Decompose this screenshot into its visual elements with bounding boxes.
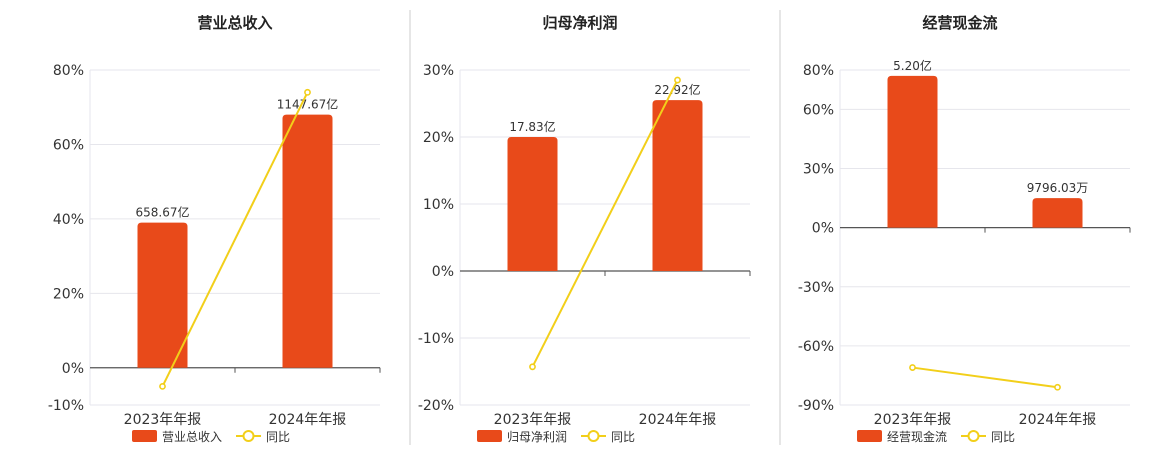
chart1-y-tick-label: 40% [53,212,84,228]
chart3-title: 经营现金流 [922,14,997,32]
chart2-yoy-point-1 [529,363,536,371]
chart2-legend-line-label: 同比 [611,430,635,444]
chart3-legend-line-label: 同比 [991,430,1015,444]
chart2-yoy-line [531,79,679,368]
chart2-bar-1 [507,137,558,271]
chart3-bar-label-2: 9796.03万 [1027,181,1089,195]
chart3-yoy-point-1 [909,364,916,371]
chart1-title: 营业总收入 [197,14,272,32]
chart3-legend-bar-label: 经营现金流 [887,429,947,444]
chart2-y-tick-label: -20% [418,398,454,414]
chart1-y-tick-label: 0% [62,361,84,377]
chart1-bar-1 [137,222,188,368]
chart3-y-tick-label: 80% [803,63,834,79]
chart2-legend-bar-swatch [477,430,502,442]
chart2-category-label-1: 2023年年报 [494,412,572,428]
chart2-title: 归母净利润 [542,14,617,32]
chart2-bar-label-1: 17.83亿 [509,119,555,134]
chart1-bar-label-1: 658.67亿 [136,205,190,220]
chart1-legend-bar-swatch [132,430,157,442]
chart3-y-tick-label: -30% [798,280,834,296]
chart3-bar-1 [887,75,938,228]
chart3-yoy-point-2 [1054,383,1061,391]
chart2-yoy-point-2 [674,76,681,84]
chart1-bar-2 [282,114,333,368]
chart1-legend-line-label: 同比 [266,430,290,444]
chart2-y-tick-label: 0% [432,264,454,280]
chart2-y-tick-label: 10% [423,197,454,213]
chart3-y-tick-label: 0% [812,221,834,237]
chart1-legend-bar-label: 营业总收入 [162,430,222,444]
chart1-legend-line-marker [242,430,255,442]
chart2-bar-2 [652,100,703,272]
chart1-yoy-line [161,91,309,387]
chart3-bar-label-1: 5.20亿 [893,58,932,73]
chart2-y-tick-label: 20% [423,130,454,146]
chart3-legend-bar-swatch [857,430,882,442]
chart3-y-tick-label: 60% [803,102,834,118]
chart3-y-tick-label: -90% [798,398,834,414]
chart3-y-tick-label: 30% [803,162,834,178]
chart2-y-tick-label: -10% [418,331,454,347]
chart2-category-label-2: 2024年年报 [639,412,717,428]
chart2-legend-bar-label: 归母净利润 [507,430,567,444]
chart1-y-tick-label: 20% [53,286,84,302]
chart3-category-label-1: 2023年年报 [874,412,952,428]
chart1-bar-label-2: 1147.67亿 [277,97,339,112]
chart1-y-tick-label: -10% [48,398,84,414]
chart3-bar-2 [1032,198,1083,228]
chart2-bar-label-2: 22.92亿 [654,82,700,97]
chart1-yoy-point-1 [159,382,166,390]
chart1-yoy-point-2 [304,88,311,96]
chart1-y-tick-label: 60% [53,137,84,153]
chart1-category-label-2: 2024年年报 [269,412,347,428]
chart2-legend-line-marker [587,430,600,442]
chart1-y-tick-label: 80% [53,63,84,79]
chart1-category-label-1: 2023年年报 [124,412,202,428]
chart3-category-label-2: 2024年年报 [1019,412,1097,428]
chart3-y-tick-label: -60% [798,339,834,355]
chart3-legend-line-marker [967,430,980,442]
chart2-y-tick-label: 30% [423,63,454,79]
chart3-yoy-line [912,366,1058,389]
